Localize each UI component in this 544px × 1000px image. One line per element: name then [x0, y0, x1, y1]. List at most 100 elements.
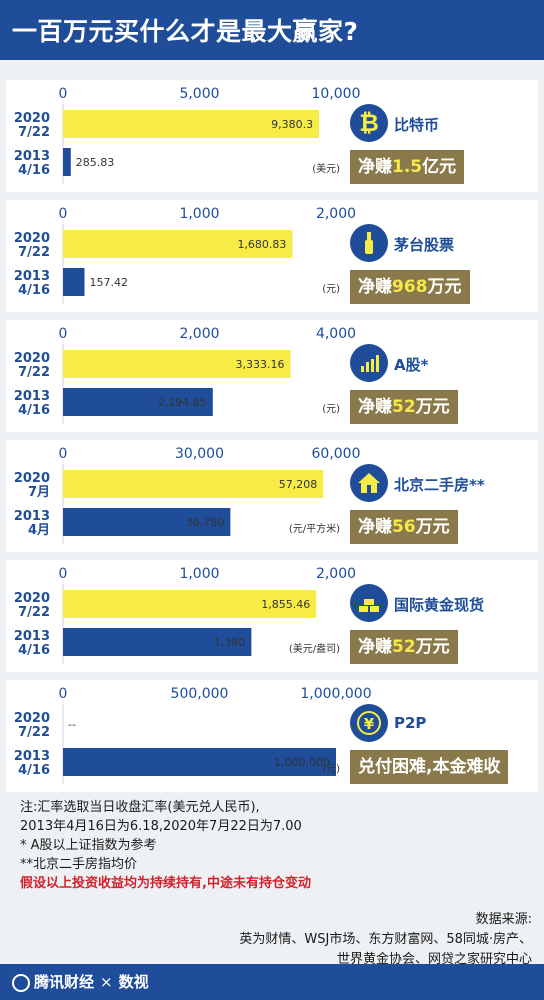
- profit-prefix: 净赚: [358, 397, 392, 417]
- chart-panel: 0 1,000 2,000 2020 7/22 1,680.83 2013 4/16 157.4…: [6, 200, 538, 312]
- bar: [63, 268, 85, 296]
- note-line: 2013年4月16日为6.18,2020年7月22日为7.00: [20, 819, 302, 834]
- category-year: 2020: [14, 351, 50, 366]
- profit-badge: 净赚968万元: [350, 270, 470, 304]
- profit-suffix: 万元: [415, 637, 450, 657]
- category-date: 4/16: [18, 763, 50, 778]
- tick-label: 2,000: [179, 326, 219, 342]
- tick-label: 1,000: [179, 566, 219, 582]
- tick-label: 0: [59, 686, 68, 702]
- page-title: 一百万元买什么才是最大赢家?: [12, 17, 359, 46]
- sources-line: 英为财情、WSJ市场、东方财富网、58同城·房产、: [239, 932, 532, 947]
- category-year: 2020: [14, 591, 50, 606]
- profit-badge: 净赚52万元: [350, 390, 458, 424]
- category-date: 4/16: [18, 403, 50, 418]
- data-label: 2,194.85: [158, 396, 207, 409]
- category-date: 4/16: [18, 283, 50, 298]
- note-line: 注:汇率选取当日收盘汇率(美元兑人民币),: [20, 800, 260, 815]
- svg-text:¥: ¥: [364, 715, 375, 733]
- tick-label: 0: [59, 446, 68, 462]
- profit-number: 52: [392, 397, 416, 417]
- note-line: **北京二手房指均价: [20, 857, 138, 872]
- category-date: 4月: [28, 523, 50, 538]
- data-label: 3,333.16: [236, 358, 285, 371]
- category-date: 7/22: [18, 365, 50, 380]
- bar: [63, 590, 317, 618]
- bitcoin-icon: ₿: [350, 104, 388, 142]
- category-date: 7/22: [18, 245, 50, 260]
- unit-label: (元): [322, 284, 340, 295]
- profit-suffix: 万元: [415, 517, 450, 537]
- asset-name: P2P: [394, 714, 427, 732]
- profit-number: 56: [392, 517, 416, 537]
- bottle-icon: [350, 224, 388, 262]
- profit-suffix: 万元: [415, 397, 450, 417]
- unit-label: (美元): [312, 162, 340, 175]
- bar: [63, 388, 213, 416]
- note-warning: 假设以上投资收益均为持续持有,中途未有持仓变动: [20, 876, 311, 891]
- yen-coin-icon: ¥: [350, 704, 388, 742]
- tick-label: 0: [59, 326, 68, 342]
- bar: [63, 230, 293, 258]
- data-sources: 数据来源: 英为财情、WSJ市场、东方财富网、58同城·房产、 世界黄金协会、网…: [239, 910, 532, 970]
- stock-chart-icon: [350, 344, 388, 382]
- category-year: 2013: [14, 269, 50, 284]
- category-date: 7月: [28, 485, 50, 500]
- category-date: 4/16: [18, 643, 50, 658]
- tick-label: 1,000: [179, 206, 219, 222]
- asset-name: 茅台股票: [394, 236, 455, 254]
- tencent-logo-icon: [12, 973, 30, 992]
- house-icon: [350, 464, 388, 502]
- footer-brand: 腾讯财经 × 数视: [12, 971, 149, 992]
- bar: [63, 748, 336, 776]
- profit-number: 52: [392, 637, 416, 657]
- profit-badge: 净赚52万元: [350, 630, 458, 664]
- brand-name-2: 数视: [118, 973, 149, 991]
- data-label: 1,380: [214, 636, 246, 649]
- notes: 注:汇率选取当日收盘汇率(美元兑人民币), 2013年4月16日为6.18,20…: [20, 798, 311, 893]
- asset-name: 比特币: [394, 116, 440, 134]
- profit-prefix: 兑付困难,本金难收: [358, 757, 501, 777]
- profit-suffix: 万元: [427, 277, 462, 297]
- brand-separator: ×: [100, 973, 113, 991]
- svg-text:₿: ₿: [359, 109, 379, 137]
- category-date: 4/16: [18, 163, 50, 178]
- profit-prefix: 净赚: [358, 637, 392, 657]
- tick-label: 2,000: [316, 206, 356, 222]
- unit-label: (元): [322, 404, 340, 415]
- category-year: 2020: [14, 471, 50, 486]
- chart-panel: 0 2,000 4,000 2020 7/22 3,333.16 2013 4/16 2,194…: [6, 320, 538, 432]
- tick-label: 5,000: [179, 86, 219, 102]
- data-label: --: [68, 718, 76, 731]
- profit-badge: 净赚1.5亿元: [350, 150, 465, 184]
- chart-panel: 0 30,000 60,000 2020 7月 57,208 2013 4月 36,780 (元/…: [6, 440, 538, 552]
- data-label: 1,855.46: [261, 598, 310, 611]
- category-year: 2020: [14, 711, 50, 726]
- tick-label: 1,000,000: [300, 686, 371, 702]
- profit-suffix: 亿元: [422, 157, 457, 177]
- tick-label: 4,000: [316, 326, 356, 342]
- gold-bars-icon: [350, 584, 388, 622]
- note-line: * A股以上证指数为参考: [20, 838, 157, 853]
- bar: [63, 628, 252, 656]
- tick-label: 500,000: [171, 686, 229, 702]
- data-label: 1,680.83: [237, 238, 286, 251]
- category-year: 2013: [14, 389, 50, 404]
- profit-number: 968: [392, 277, 428, 297]
- profit-badge: 净赚56万元: [350, 510, 458, 544]
- data-label: 57,208: [279, 478, 318, 491]
- asset-name: 国际黄金现货: [394, 596, 485, 614]
- tick-label: 0: [59, 206, 68, 222]
- chart-panel: 0 5,000 10,000 2020 7/22 9,380.3 2013 4/16 285.8…: [6, 80, 538, 192]
- asset-name: A股*: [394, 356, 429, 374]
- chart-panel: 0 500,000 1,000,000 2020 7/22 -- 2013 4/16 1,000…: [6, 680, 538, 792]
- unit-label: (美元/盎司): [289, 642, 340, 655]
- bar: [63, 470, 324, 498]
- profit-prefix: 净赚: [358, 517, 392, 537]
- tick-label: 0: [59, 86, 68, 102]
- footer: 腾讯财经 × 数视: [0, 964, 544, 1000]
